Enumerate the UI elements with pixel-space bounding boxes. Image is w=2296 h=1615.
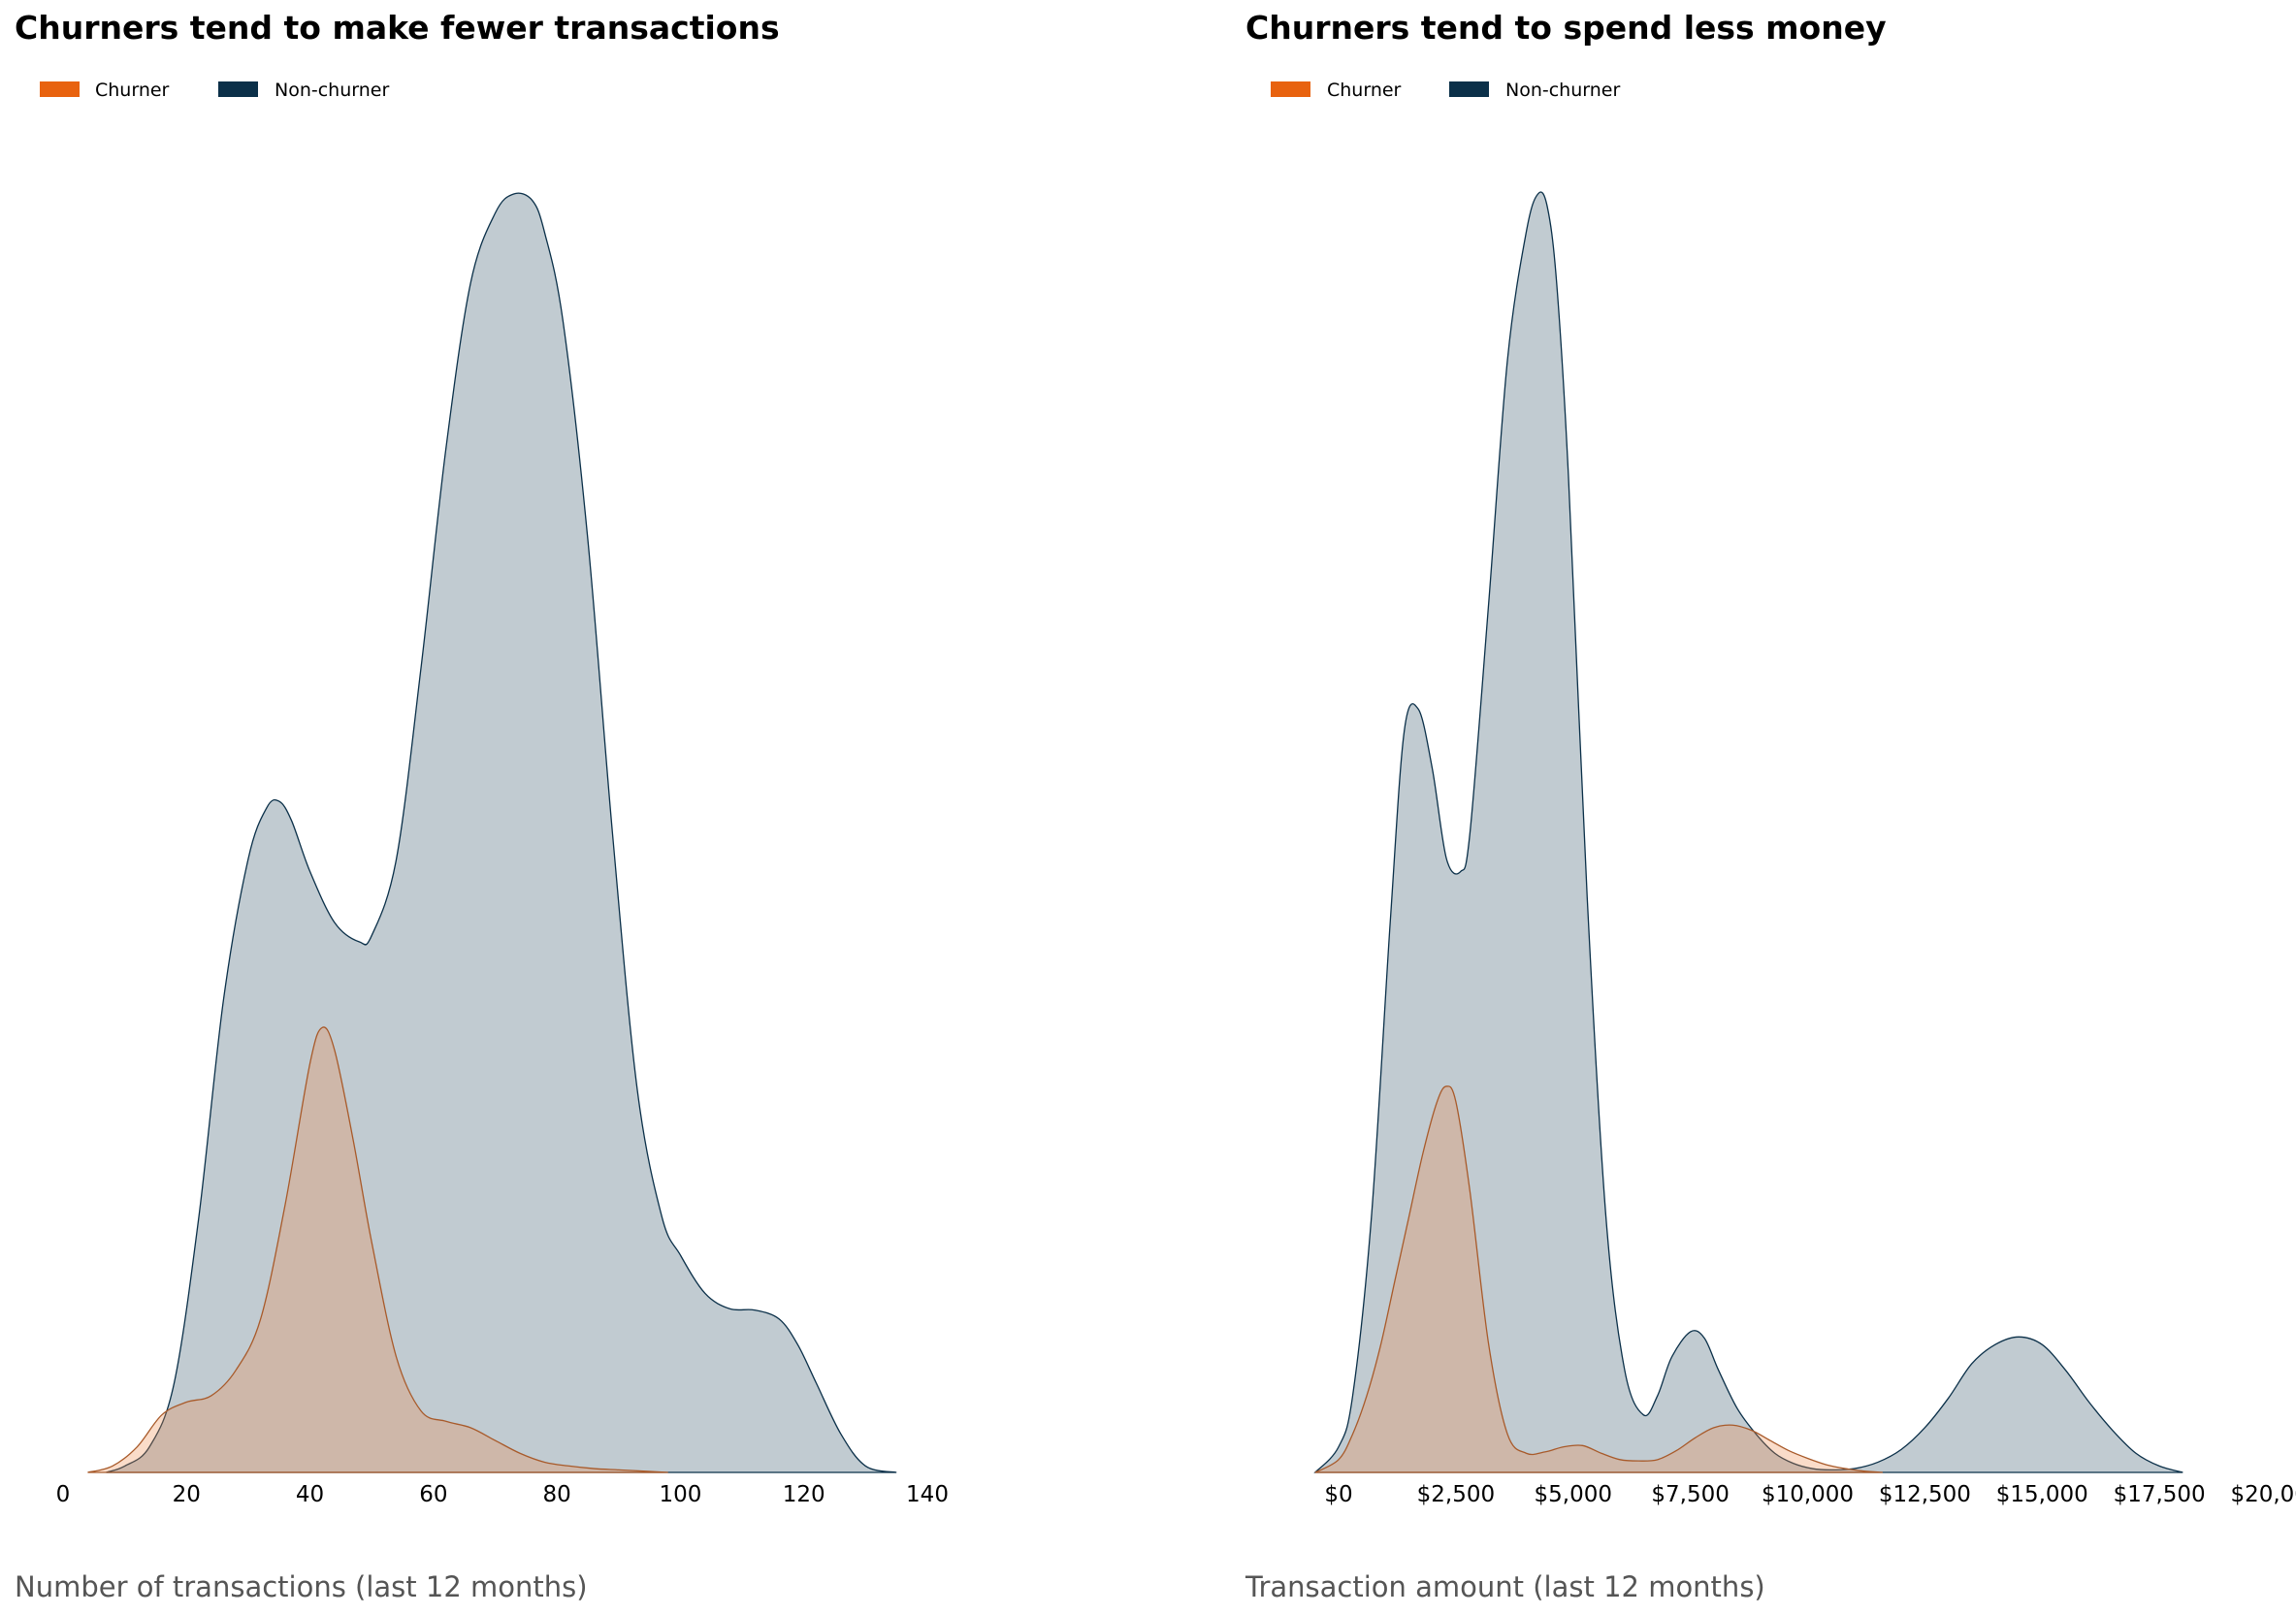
- x-tick-label: 80: [542, 1482, 570, 1507]
- x-tick-label: $17,500: [2114, 1482, 2206, 1507]
- legend-swatch-non-churner: [1449, 81, 1489, 97]
- x-tick-label: $15,000: [1996, 1482, 2088, 1507]
- legend: Churner Non-churner: [1271, 80, 1620, 101]
- x-tick-label: $12,500: [1879, 1482, 1971, 1507]
- kde-area-non-churner: [107, 193, 897, 1472]
- legend-label-churner: Churner: [1327, 80, 1402, 101]
- legend-label-non-churner: Non-churner: [1505, 80, 1620, 101]
- x-tick-label: $0: [1324, 1482, 1352, 1507]
- x-tick-label: $20,000: [2230, 1482, 2296, 1507]
- chart-title: Churners tend to spend less money: [1245, 9, 1887, 47]
- x-tick-label: $5,000: [1535, 1482, 1612, 1507]
- chart-title: Churners tend to make fewer transactions: [15, 9, 780, 47]
- x-tick-label: 120: [783, 1482, 825, 1507]
- x-tick-label: $7,500: [1651, 1482, 1729, 1507]
- x-axis-ticks: $0 $2,500 $5,000 $7,500 $10,000 $12,500 $15,00…: [1324, 1482, 2296, 1507]
- x-tick-label: 60: [419, 1482, 447, 1507]
- x-tick-label: $10,000: [1762, 1482, 1854, 1507]
- legend-label-churner: Churner: [95, 80, 170, 101]
- legend-label-non-churner: Non-churner: [275, 80, 389, 101]
- x-axis-label: Number of transactions (last 12 months): [15, 1570, 588, 1603]
- legend-swatch-non-churner: [218, 81, 258, 97]
- chart-panel-transactions: Churners tend to make fewer transactions…: [15, 9, 949, 1603]
- x-axis-label: Transaction amount (last 12 months): [1245, 1570, 1765, 1603]
- legend-swatch-churner: [1271, 81, 1310, 97]
- x-tick-label: 140: [906, 1482, 949, 1507]
- legend: Churner Non-churner: [40, 80, 389, 101]
- x-tick-label: 0: [56, 1482, 71, 1507]
- x-tick-label: 40: [296, 1482, 324, 1507]
- x-tick-label: $2,500: [1417, 1482, 1495, 1507]
- legend-swatch-churner: [40, 81, 80, 97]
- x-tick-label: 100: [659, 1482, 701, 1507]
- x-axis-ticks: 0 20 40 60 80 100 120 140: [56, 1482, 949, 1507]
- x-tick-label: 20: [173, 1482, 201, 1507]
- chart-panel-amount: Churners tend to spend less money Churne…: [1245, 9, 2296, 1603]
